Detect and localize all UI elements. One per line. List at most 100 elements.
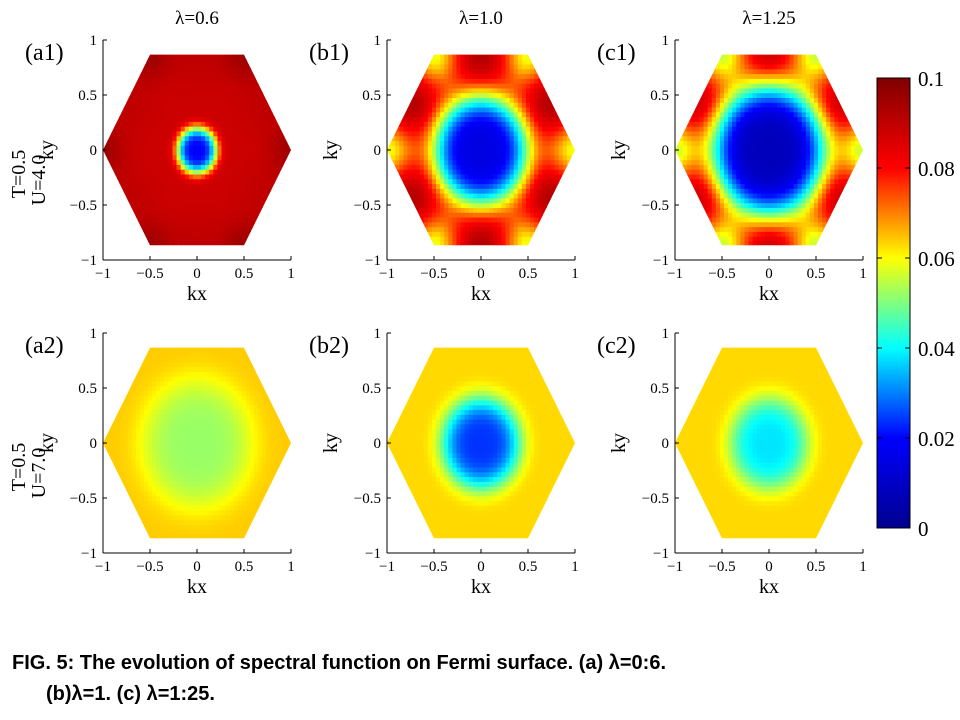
panel-c2: −1 −0.5 0 0.5 1 1 0.5 0 −0.5 −1 kx ky (c2) — [597, 326, 867, 598]
x-tick-label: 0 — [193, 559, 201, 575]
panel-label: (a2) — [25, 333, 64, 359]
y-tick-label: −0.5 — [642, 491, 669, 507]
x-axis-label: kx — [471, 576, 491, 598]
column-title: λ=1.25 — [742, 8, 795, 29]
colorbar-tick-label: 0.08 — [918, 157, 955, 181]
y-axis-label: ky — [36, 140, 58, 160]
x-axis-label: kx — [187, 576, 207, 598]
y-tick-label: 0 — [90, 436, 98, 452]
x-tick-label: 0.5 — [519, 559, 538, 575]
y-tick-label: 0.5 — [78, 88, 97, 104]
x-tick-label: 0.5 — [519, 266, 538, 282]
fermi-surface-map — [387, 347, 575, 539]
y-tick-label: −1 — [81, 253, 97, 269]
x-tick-label: 1 — [287, 266, 295, 282]
panel-b2: −1 −0.5 0 0.5 1 1 0.5 0 −0.5 −1 kx ky (b2) — [309, 326, 579, 598]
y-tick-label: −1 — [365, 253, 381, 269]
panel-label: (a1) — [25, 40, 64, 66]
y-axis-label: ky — [320, 140, 342, 160]
x-tick-label: −1 — [379, 266, 395, 282]
y-tick-label: −0.5 — [642, 198, 669, 214]
y-tick-label: 0.5 — [650, 381, 669, 397]
y-tick-label: 0.5 — [362, 381, 381, 397]
panel-label: (b2) — [309, 333, 349, 359]
fermi-surface-map — [675, 54, 863, 246]
y-tick-label: 0.5 — [362, 88, 381, 104]
x-tick-label: 0 — [477, 266, 485, 282]
x-axis-label: kx — [187, 283, 207, 305]
x-tick-label: −1 — [667, 559, 683, 575]
y-axis-label: ky — [36, 433, 58, 453]
x-tick-label: −0.5 — [420, 266, 447, 282]
x-tick-label: −1 — [95, 266, 111, 282]
y-axis-label: ky — [608, 433, 630, 453]
y-tick-label: 0 — [374, 143, 382, 159]
y-tick-label: −0.5 — [354, 491, 381, 507]
y-tick-label: 0.5 — [650, 88, 669, 104]
x-tick-label: 0 — [477, 559, 485, 575]
y-tick-label: −1 — [653, 546, 669, 562]
panel-b1: −1 −0.5 0 0.5 1 1 0.5 0 −0.5 −1 kx ky (b1) λ=1.0 — [309, 8, 579, 305]
colorbar-tick-label: 0.06 — [918, 247, 955, 271]
column-title: λ=0.6 — [175, 8, 219, 29]
y-tick-label: −1 — [81, 546, 97, 562]
y-axis-label: ky — [320, 433, 342, 453]
fermi-surface-map — [103, 347, 291, 539]
y-tick-label: 1 — [90, 326, 98, 342]
row-label: T=0.5 — [8, 443, 30, 492]
panel-label: (c2) — [597, 333, 636, 359]
x-tick-label: 0 — [765, 266, 773, 282]
colorbar-tick-label: 0.04 — [918, 337, 955, 361]
x-tick-label: 1 — [571, 266, 579, 282]
panel-c1: −1 −0.5 0 0.5 1 1 0.5 0 −0.5 −1 kx ky (c1) λ=1.25 — [597, 8, 867, 305]
x-tick-label: 1 — [859, 559, 867, 575]
x-tick-label: 1 — [571, 559, 579, 575]
x-tick-label: −0.5 — [136, 266, 163, 282]
y-tick-label: 1 — [374, 33, 382, 49]
colorbar: 0.1 0.08 0.06 0.04 0.02 0 — [876, 67, 955, 541]
caption-line-1: FIG. 5: The evolution of spectral functi… — [12, 652, 667, 674]
colorbar-tick-label: 0 — [918, 517, 929, 541]
x-tick-label: −1 — [667, 266, 683, 282]
x-axis-label: kx — [759, 283, 779, 305]
y-tick-label: 1 — [374, 326, 382, 342]
y-tick-label: 0 — [662, 143, 670, 159]
x-tick-label: −1 — [95, 559, 111, 575]
row-label: U=4.0 — [28, 155, 50, 206]
y-tick-label: 1 — [662, 326, 670, 342]
fermi-surface-map — [675, 347, 863, 539]
x-tick-label: 0.5 — [807, 266, 826, 282]
x-tick-label: 0 — [765, 559, 773, 575]
y-tick-label: 0 — [90, 143, 98, 159]
x-tick-label: −0.5 — [708, 266, 735, 282]
x-tick-label: −0.5 — [708, 559, 735, 575]
y-tick-label: 0.5 — [78, 381, 97, 397]
caption-line-2: (b)λ=1. (c) λ=1:25. — [46, 683, 215, 705]
x-tick-label: 0.5 — [235, 266, 254, 282]
figure-caption: FIG. 5: The evolution of spectral functi… — [12, 648, 952, 710]
panel-a2: −1 −0.5 0 0.5 1 1 0.5 0 −0.5 −1 kx ky T=0.5U=7.0 (a2) — [8, 326, 295, 598]
row-label: U=7.0 — [28, 448, 50, 499]
fermi-surface-map — [103, 54, 291, 246]
y-tick-label: −0.5 — [354, 198, 381, 214]
y-axis-label: ky — [608, 140, 630, 160]
x-axis-label: kx — [759, 576, 779, 598]
x-tick-label: 0.5 — [235, 559, 254, 575]
x-axis-label: kx — [471, 283, 491, 305]
x-tick-label: −0.5 — [136, 559, 163, 575]
y-tick-label: −0.5 — [70, 491, 97, 507]
x-tick-label: −0.5 — [420, 559, 447, 575]
colorbar-tick-label: 0.1 — [918, 67, 944, 91]
x-tick-label: 1 — [859, 266, 867, 282]
x-tick-label: 0 — [193, 266, 201, 282]
panel-label: (b1) — [309, 40, 349, 66]
y-tick-label: −1 — [365, 546, 381, 562]
y-tick-label: −0.5 — [70, 198, 97, 214]
panel-a1: −1 −0.5 0 0.5 1 1 0.5 0 −0.5 −1 kx ky T=0.5U=4.0 (a1)… — [8, 8, 295, 305]
x-tick-label: −1 — [379, 559, 395, 575]
y-tick-label: 0 — [662, 436, 670, 452]
panel-label: (c1) — [597, 40, 636, 66]
x-tick-label: 1 — [287, 559, 295, 575]
fermi-surface-map — [387, 54, 575, 246]
